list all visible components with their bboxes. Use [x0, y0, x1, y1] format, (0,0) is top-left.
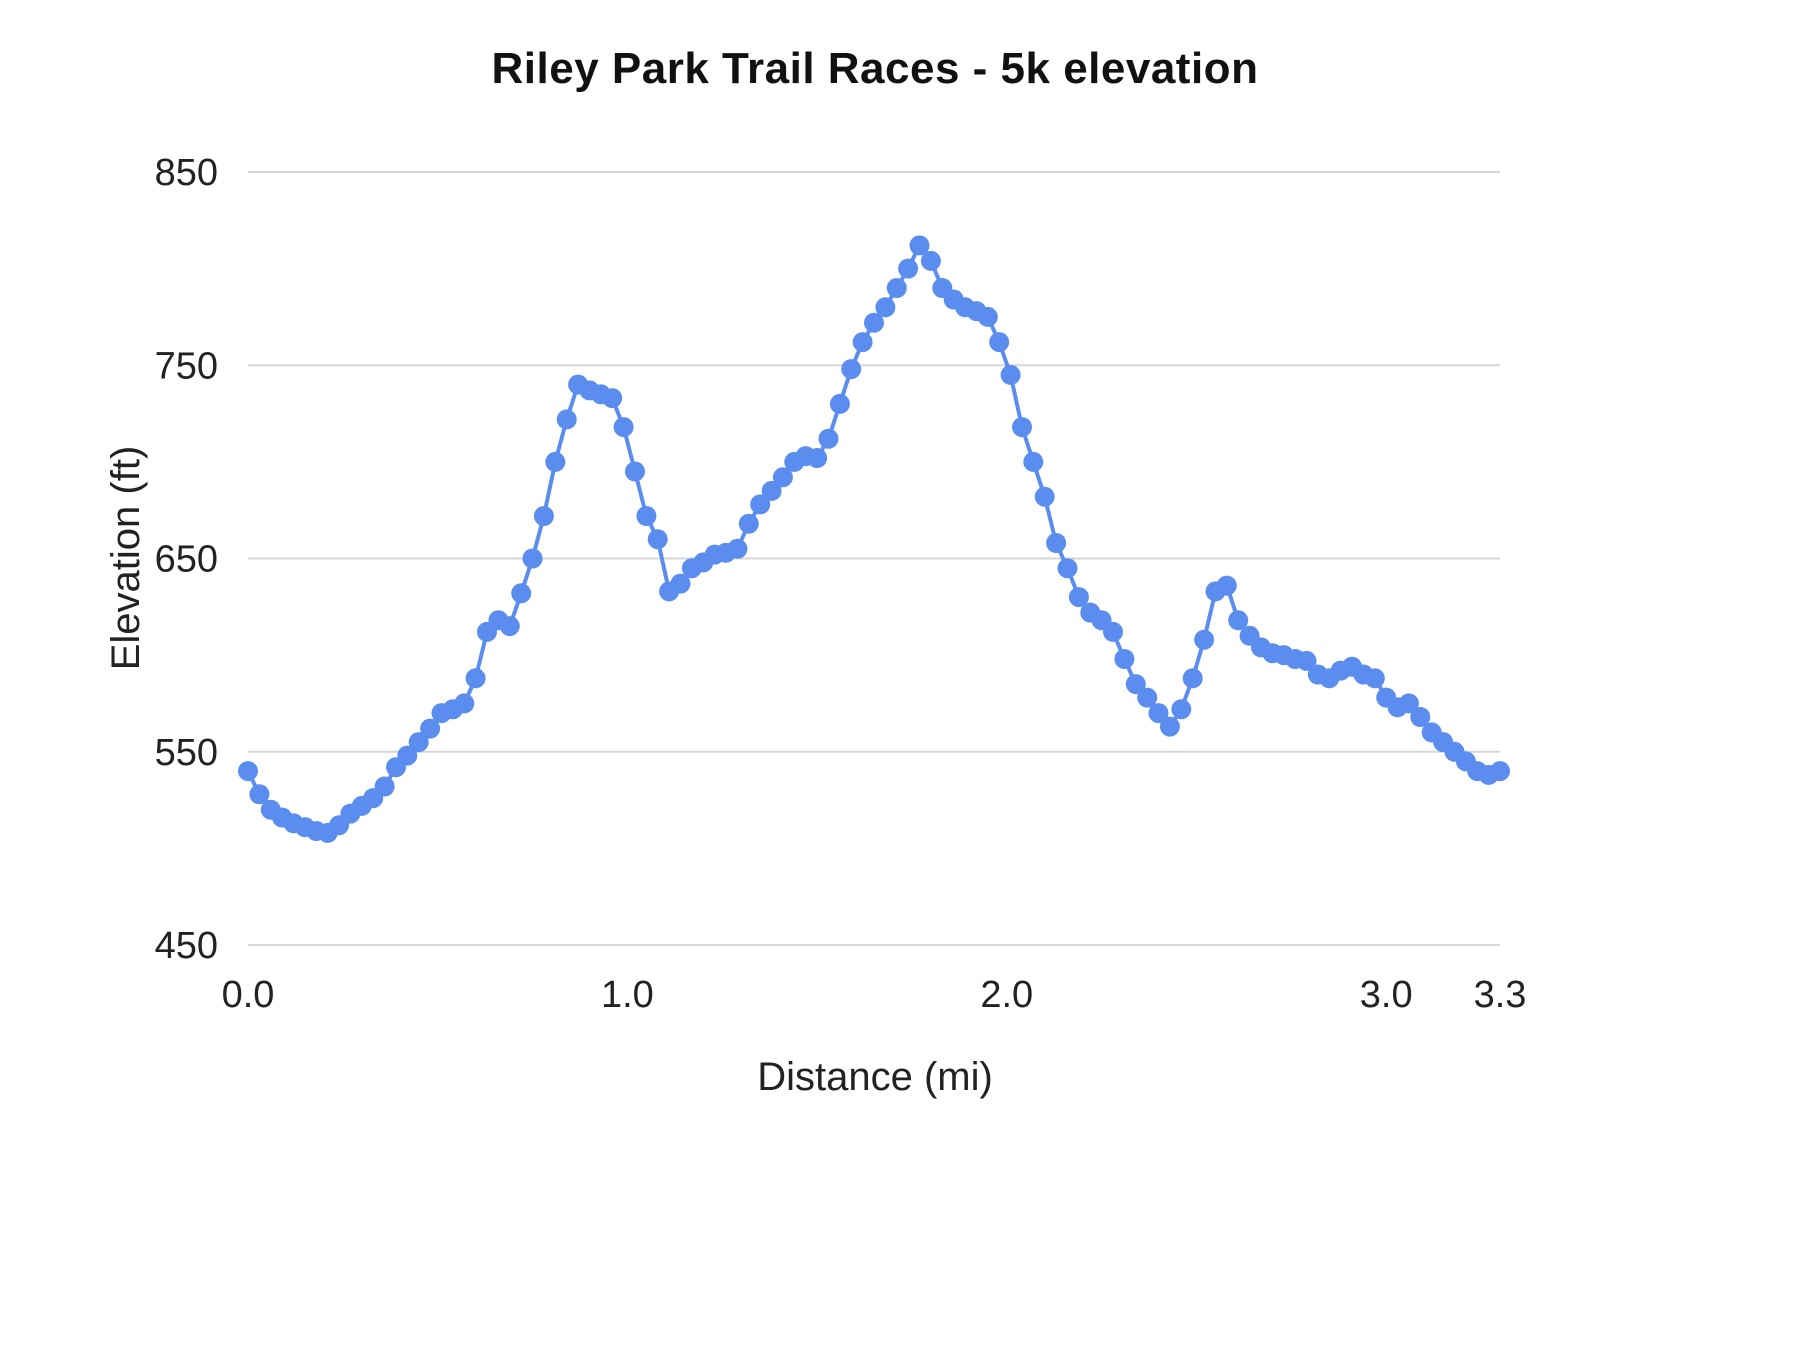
data-point [249, 784, 270, 805]
data-point [1228, 610, 1249, 631]
y-tick-label: 450 [155, 925, 218, 967]
data-point [1296, 650, 1317, 671]
data-point [1490, 761, 1510, 782]
data-point [408, 732, 429, 753]
data-point [761, 480, 782, 501]
data-point [1000, 364, 1021, 385]
series-line [246, 243, 1502, 835]
data-point [238, 761, 258, 782]
x-tick-label: 3.3 [1474, 974, 1527, 1016]
y-axis-title: Elevation (ft) [103, 445, 148, 671]
data-point [1023, 451, 1044, 472]
data-point [977, 306, 998, 327]
y-tick-label: 750 [155, 345, 218, 387]
data-point [1103, 621, 1123, 642]
data-point [1137, 687, 1158, 708]
data-point [738, 513, 759, 534]
data-point [989, 332, 1010, 353]
data-point [1159, 716, 1180, 737]
x-tick-label: 1.0 [601, 974, 654, 1016]
data-point [1148, 703, 1169, 724]
data-point [818, 428, 839, 449]
data-point [1410, 707, 1431, 727]
data-point [852, 332, 873, 353]
data-point [670, 573, 691, 594]
data-point [886, 278, 907, 298]
data-point [1057, 558, 1078, 579]
data-point [613, 417, 634, 438]
data-point [807, 448, 828, 468]
x-tick-label: 3.0 [1360, 974, 1413, 1016]
data-point [875, 297, 896, 318]
x-tick-label: 0.0 [222, 974, 275, 1016]
data-point [499, 616, 520, 637]
data-point [920, 250, 941, 271]
data-point [420, 718, 441, 739]
data-point [1012, 417, 1032, 438]
data-point [1194, 629, 1215, 650]
y-tick-label: 550 [155, 732, 218, 774]
data-point [1216, 575, 1237, 596]
data-point [1068, 587, 1089, 608]
x-axis-title: Distance (mi) [757, 1055, 993, 1099]
data-point [511, 583, 532, 604]
data-point [636, 506, 657, 526]
data-point [864, 312, 884, 333]
data-point [647, 529, 668, 550]
data-point [1125, 674, 1146, 695]
data-point [533, 506, 554, 526]
data-point [465, 668, 486, 689]
data-point [545, 451, 566, 472]
data-point [898, 258, 919, 279]
data-point [829, 393, 850, 414]
data-point [841, 359, 862, 380]
chart-title: Riley Park Trail Races - 5k elevation [491, 44, 1259, 93]
data-point [1398, 693, 1419, 714]
data-point [556, 409, 577, 430]
data-point [750, 494, 771, 515]
data-point [454, 693, 475, 714]
data-point [909, 235, 930, 256]
data-point [1046, 533, 1067, 553]
data-point [1114, 649, 1135, 669]
data-point [374, 776, 395, 797]
y-tick-label: 850 [155, 152, 218, 194]
data-point [1171, 699, 1192, 720]
data-point [602, 388, 623, 409]
x-tick-label: 2.0 [980, 974, 1033, 1016]
data-point [625, 461, 645, 482]
data-point [1034, 486, 1055, 507]
data-point [397, 745, 418, 766]
data-point [772, 467, 793, 488]
data-point [522, 548, 543, 569]
data-point [1182, 668, 1203, 689]
data-point [727, 538, 748, 559]
data-point [1364, 668, 1385, 689]
y-tick-label: 650 [155, 539, 218, 581]
